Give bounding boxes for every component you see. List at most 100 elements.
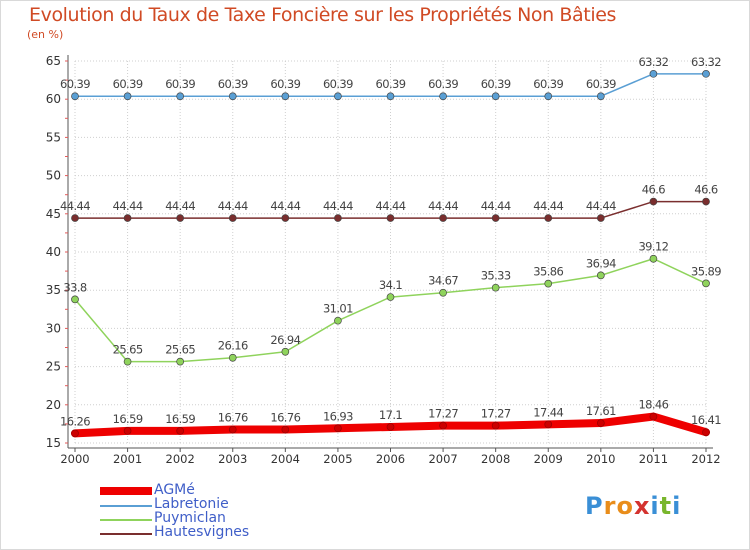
- x-tick-label: 2009: [534, 452, 563, 466]
- data-point: [123, 214, 132, 222]
- y-tick-label: 15: [46, 436, 61, 450]
- data-point: [71, 429, 79, 438]
- unit-label: (en %): [27, 28, 64, 41]
- data-point: [281, 92, 290, 101]
- data-label: 16.76: [270, 411, 300, 425]
- data-point: [228, 353, 237, 362]
- logo-letter: x: [633, 492, 651, 520]
- data-point: [439, 288, 447, 297]
- data-point: [334, 424, 342, 433]
- data-point: [123, 427, 132, 435]
- data-point: [281, 214, 290, 222]
- data-label: 60.39: [481, 77, 511, 91]
- proxiti-logo: Proxiti: [585, 492, 681, 520]
- x-tick-label: 2000: [60, 452, 89, 466]
- data-label: 35.86: [533, 265, 563, 279]
- x-tick-label: 2006: [376, 452, 405, 466]
- data-point: [71, 92, 79, 101]
- data-label: 60.39: [323, 77, 353, 91]
- data-label: 46.6: [642, 183, 665, 197]
- x-tick-label: 2011: [639, 452, 668, 466]
- data-point: [702, 69, 710, 78]
- legend-label: Puymiclan: [154, 510, 226, 526]
- data-label: 25.65: [165, 343, 195, 357]
- data-point: [228, 92, 237, 101]
- legend-swatch: [100, 519, 152, 521]
- data-label: 17.27: [481, 407, 511, 421]
- data-label: 44.44: [165, 199, 195, 213]
- logo-letter: P: [585, 492, 604, 520]
- x-tick-label: 2007: [428, 452, 457, 466]
- y-tick-label: 30: [46, 321, 61, 335]
- x-tick-label: 2004: [271, 452, 300, 466]
- data-point: [491, 283, 500, 292]
- data-label: 16.76: [218, 411, 248, 425]
- data-label: 26.16: [218, 339, 248, 353]
- data-label: 60.39: [270, 77, 300, 91]
- data-point: [176, 357, 185, 366]
- data-point: [649, 69, 658, 78]
- data-point: [491, 421, 500, 430]
- logo-letter: r: [603, 492, 617, 520]
- data-point: [596, 271, 605, 280]
- data-point: [71, 214, 79, 222]
- data-label: 35.89: [691, 264, 721, 278]
- x-tick-label: 2002: [166, 452, 195, 466]
- x-tick-label: 2001: [113, 452, 142, 466]
- data-label: 16.41: [691, 413, 721, 427]
- data-point: [702, 428, 710, 437]
- logo-letter: t: [659, 492, 673, 520]
- y-tick-label: 65: [46, 54, 61, 68]
- data-point: [702, 197, 710, 206]
- data-label: 44.44: [376, 199, 406, 213]
- data-label: 17.44: [533, 405, 563, 419]
- data-point: [649, 412, 658, 421]
- data-point: [71, 295, 79, 304]
- data-label: 16.59: [165, 412, 195, 426]
- data-label: 16.59: [113, 412, 143, 426]
- data-label: 31.01: [323, 302, 353, 316]
- y-tick-label: 35: [46, 283, 61, 297]
- data-label: 60.39: [428, 77, 458, 91]
- data-label: 16.26: [60, 414, 90, 428]
- data-point: [176, 214, 185, 222]
- legend-swatch: [100, 533, 152, 535]
- data-label: 60.39: [376, 77, 406, 91]
- data-point: [281, 347, 290, 356]
- data-point: [386, 423, 395, 431]
- data-point: [334, 214, 342, 222]
- data-label: 60.39: [586, 77, 616, 91]
- data-label: 44.44: [428, 199, 458, 213]
- data-label: 44.44: [533, 199, 563, 213]
- data-point: [544, 92, 553, 101]
- data-label: 39.12: [638, 240, 668, 254]
- data-label: 34.1: [379, 278, 402, 292]
- data-label: 17.27: [428, 407, 458, 421]
- data-point: [176, 427, 185, 435]
- y-tick-label: 50: [46, 169, 61, 183]
- y-tick-label: 55: [46, 130, 61, 144]
- legend-swatch: [100, 487, 152, 495]
- data-point: [491, 214, 500, 222]
- data-label: 60.39: [113, 77, 143, 91]
- y-tick-label: 40: [46, 245, 61, 259]
- data-point: [702, 279, 710, 288]
- data-point: [439, 92, 447, 101]
- data-label: 25.65: [113, 343, 143, 357]
- data-label: 44.44: [270, 199, 300, 213]
- data-point: [176, 92, 185, 101]
- data-point: [544, 420, 553, 429]
- data-label: 60.39: [60, 77, 90, 91]
- x-tick-label: 2003: [218, 452, 247, 466]
- data-label: 18.46: [638, 398, 668, 412]
- data-label: 16.93: [323, 409, 353, 423]
- data-point: [228, 425, 237, 434]
- logo-letter: o: [616, 492, 634, 520]
- data-point: [439, 421, 447, 430]
- data-point: [123, 357, 132, 366]
- data-point: [123, 92, 132, 101]
- data-label: 60.39: [218, 77, 248, 91]
- legend-label: Hautesvignes: [154, 524, 250, 540]
- y-tick-label: 45: [46, 207, 61, 221]
